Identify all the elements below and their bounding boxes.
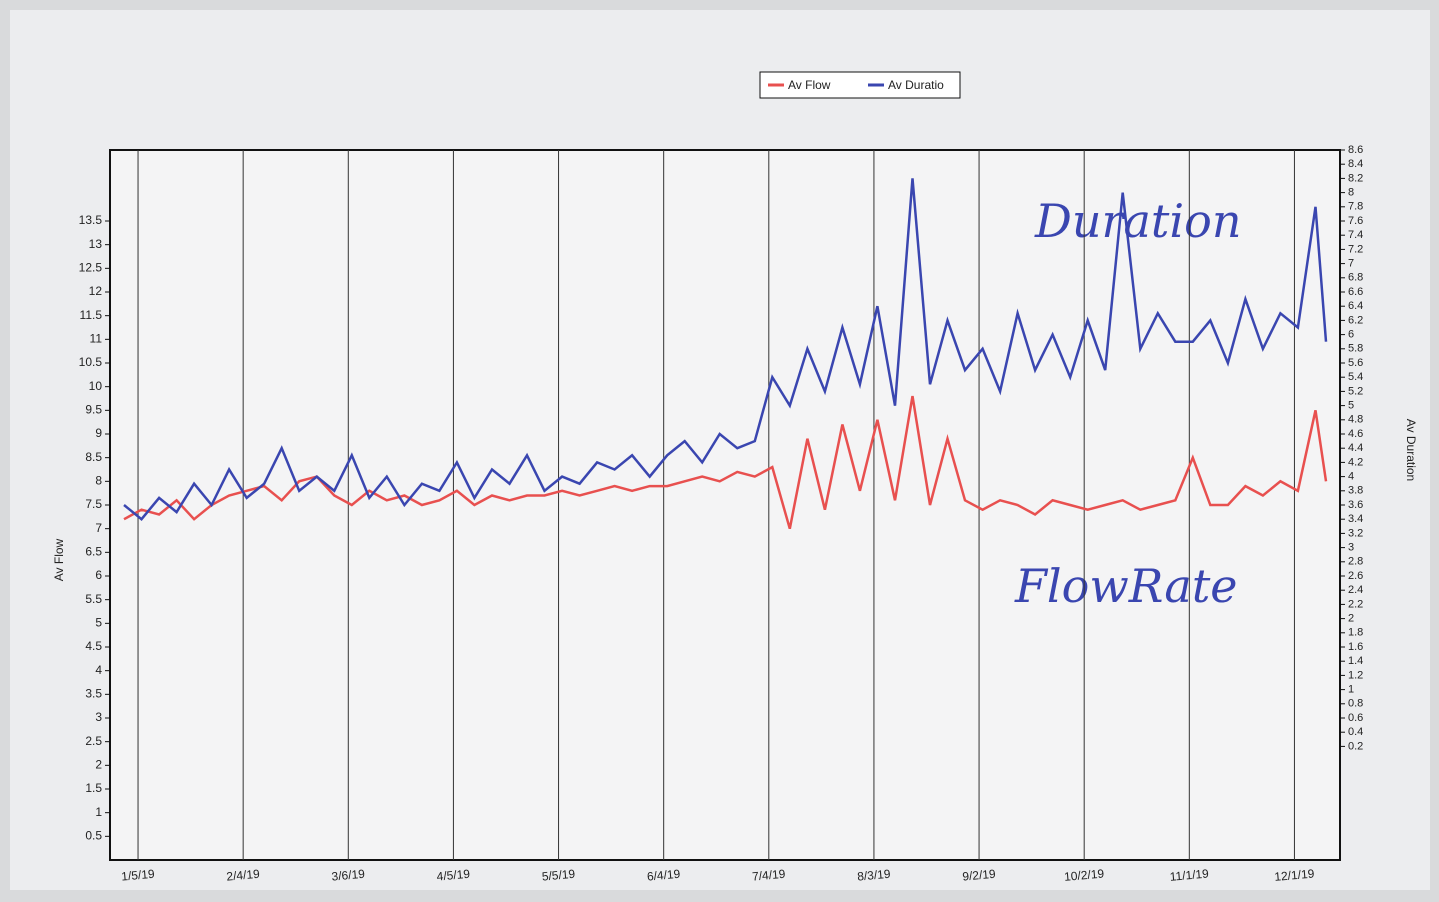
x-tick-label: 1/5/19 [121,867,156,884]
y-tick-label: 4.5 [85,639,102,653]
y-axis-title: Av Flow [52,538,66,581]
x-tick-label: 5/5/19 [541,867,576,884]
y2-tick-label: 2.8 [1348,556,1363,568]
y-tick-label: 8 [95,474,102,488]
y-tick-label: 5 [95,616,102,630]
y2-tick-label: 2.6 [1348,570,1363,582]
y-tick-label: 2.5 [85,734,102,748]
y-tick-label: 1 [95,805,102,819]
y-tick-label: 0.5 [85,829,102,843]
y-tick-label: 11.5 [80,308,103,322]
y-tick-label: 2 [95,758,102,772]
y2-tick-label: 1.8 [1348,627,1363,639]
y2-tick-label: 7.4 [1348,229,1363,241]
y-tick-label: 7 [95,521,102,535]
y2-tick-label: 8 [1348,187,1354,199]
y2-tick-label: 4.4 [1348,442,1363,454]
y2-tick-label: 5.4 [1348,371,1363,383]
y2-tick-label: 0.6 [1348,712,1363,724]
y2-tick-label: 7.6 [1348,215,1363,227]
y2-tick-label: 1.6 [1348,641,1363,653]
x-tick-label: 7/4/19 [751,867,786,884]
y2-tick-label: 8.6 [1348,144,1363,156]
y-tick-label: 9 [95,426,102,440]
y2-tick-label: 3 [1348,542,1354,554]
x-tick-label: 6/4/19 [646,867,681,884]
y2-axis-title: Av Duration [1404,419,1418,481]
y-tick-label: 6.5 [85,545,102,559]
y2-tick-label: 3.2 [1348,527,1363,539]
y2-tick-label: 7.2 [1348,243,1363,255]
y2-tick-label: 3.4 [1348,513,1363,525]
y-tick-label: 10.5 [79,355,103,369]
y2-tick-label: 4.8 [1348,414,1363,426]
y2-tick-label: 2 [1348,613,1354,625]
y2-tick-label: 1 [1348,684,1354,696]
y2-tick-label: 0.8 [1348,698,1363,710]
y-tick-label: 3.5 [85,687,102,701]
legend-label: Av Flow [788,78,831,92]
y2-tick-label: 1.4 [1348,655,1363,667]
y2-tick-label: 0.4 [1348,726,1363,738]
y-tick-label: 12 [89,284,103,298]
y-tick-label: 10 [89,379,103,393]
y-tick-label: 3 [95,710,102,724]
y-tick-label: 11 [90,332,103,346]
y2-tick-label: 8.2 [1348,172,1363,184]
chart: Av Flow Av Duration Duration FlowRate 1/… [0,0,1439,897]
y2-tick-label: 7.8 [1348,201,1363,213]
y-tick-label: 5.5 [85,592,102,606]
x-tick-label: 2/4/19 [226,867,261,884]
y2-tick-label: 5.8 [1348,343,1363,355]
y2-tick-label: 4.6 [1348,428,1363,440]
x-tick-label: 4/5/19 [436,867,471,884]
y-tick-label: 8.5 [85,450,102,464]
x-tick-label: 8/3/19 [857,867,892,884]
y2-tick-label: 7 [1348,258,1354,270]
x-tick-label: 9/2/19 [962,867,997,884]
legend-label: Av Duratio [888,78,944,92]
y2-tick-label: 3.8 [1348,485,1363,497]
y-tick-label: 4 [95,663,102,677]
x-tick-label: 3/6/19 [331,867,366,884]
y2-tick-label: 1.2 [1348,669,1363,681]
y2-tick-label: 8.4 [1348,158,1363,170]
y2-tick-label: 4.2 [1348,456,1363,468]
y2-tick-label: 5.2 [1348,385,1363,397]
annotation: FlowRate [1014,559,1238,613]
y2-tick-label: 0.2 [1348,740,1363,752]
y-tick-label: 1.5 [85,781,102,795]
y2-tick-label: 2.4 [1348,584,1363,596]
y-tick-label: 12.5 [79,261,103,275]
y-tick-label: 6 [95,568,102,582]
y-tick-label: 7.5 [85,497,102,511]
y2-tick-label: 6.8 [1348,272,1363,284]
y-tick-label: 13.5 [79,213,103,227]
annotation: Duration [1034,194,1241,248]
y2-tick-label: 6.4 [1348,300,1363,312]
y2-tick-label: 6.2 [1348,314,1363,326]
y2-tick-label: 3.6 [1348,499,1363,511]
y2-tick-label: 5 [1348,400,1354,412]
y2-tick-label: 4 [1348,471,1354,483]
y2-tick-label: 6.6 [1348,286,1363,298]
y2-tick-label: 5.6 [1348,357,1363,369]
page: Av Flow Av Duration Duration FlowRate 1/… [0,0,1439,902]
y-tick-label: 9.5 [85,403,102,417]
y2-tick-label: 2.2 [1348,598,1363,610]
y-tick-label: 13 [89,237,103,251]
y2-tick-label: 6 [1348,329,1354,341]
